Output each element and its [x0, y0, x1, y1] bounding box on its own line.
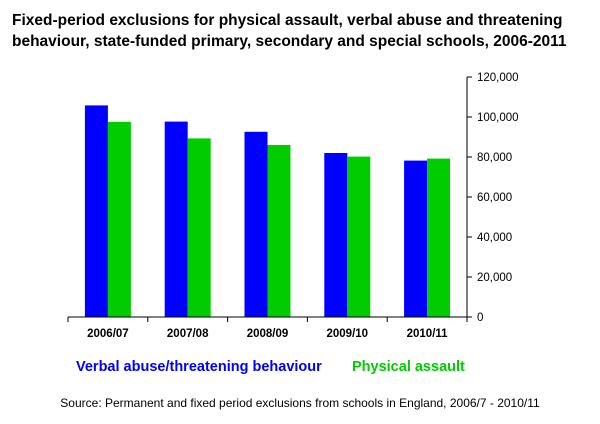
y-tick-label: 60,000 [477, 192, 512, 204]
y-tick-label: 80,000 [477, 152, 512, 164]
bar-verbal-abuse-2008-09 [244, 131, 268, 317]
x-tick-label: 2006/07 [87, 328, 129, 340]
y-tick-label: 40,000 [477, 232, 512, 244]
bar-physical-assault-2010-11 [427, 158, 451, 317]
x-tick-label: 2010/11 [407, 328, 449, 340]
x-tick-label: 2008/09 [247, 328, 289, 340]
bar-verbal-abuse-2009-10 [324, 153, 348, 317]
chart-title: Fixed-period exclusions for physical ass… [12, 10, 592, 52]
x-tick-label: 2007/08 [167, 328, 209, 340]
y-tick-label: 120,000 [477, 72, 519, 84]
source-note: Source: Permanent and fixed period exclu… [60, 396, 540, 410]
bar-physical-assault-2008-09 [267, 145, 291, 317]
y-tick-label: 20,000 [477, 272, 512, 284]
bar-verbal-abuse-2006-07 [84, 105, 108, 318]
bar-physical-assault-2007-08 [187, 138, 211, 317]
bar-verbal-abuse-2010-11 [404, 160, 428, 317]
bar-physical-assault-2009-10 [347, 156, 371, 317]
x-tick-label: 2009/10 [327, 328, 369, 340]
y-tick-label: 100,000 [477, 112, 519, 124]
bar-verbal-abuse-2007-08 [164, 121, 188, 317]
legend-physical-assault: Physical assault [352, 359, 465, 375]
legend-verbal-abuse: Verbal abuse/threatening behaviour [76, 359, 322, 375]
bar-physical-assault-2006-07 [107, 121, 131, 317]
chart-title-line-2: behaviour, state-funded primary, seconda… [12, 33, 567, 50]
y-tick-label: 0 [477, 312, 483, 324]
chart-title-line-1: Fixed-period exclusions for physical ass… [12, 12, 563, 29]
